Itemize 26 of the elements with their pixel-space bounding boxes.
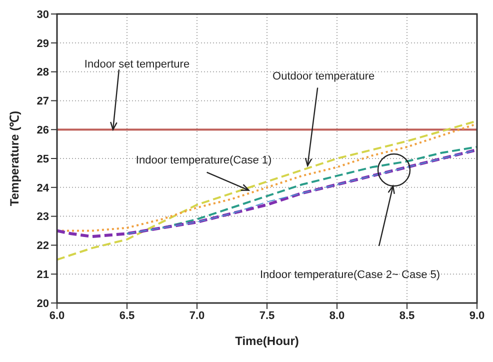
y-tick-label: 26 xyxy=(36,124,49,137)
x-tick-label: 6.5 xyxy=(119,310,135,322)
x-tick-label: 7.5 xyxy=(259,310,275,322)
annotation: Indoor temperature(Case 1) xyxy=(136,154,272,166)
y-tick-label: 21 xyxy=(36,269,49,282)
y-tick-label: 29 xyxy=(36,38,49,50)
line-series xyxy=(57,148,477,238)
x-tick-label: 6.0 xyxy=(49,310,65,322)
y-axis-title: Temperature (℃) xyxy=(7,110,22,206)
line-series xyxy=(57,120,477,261)
y-tick-label: 30 xyxy=(36,8,49,21)
annotation: Indoor temperature(Case 2~ Case 5) xyxy=(260,269,440,281)
y-tick-label: 27 xyxy=(36,96,49,108)
annotation: Outdoor temperature xyxy=(272,70,375,83)
x-axis-title: Time(Hour) xyxy=(235,334,299,348)
y-tick-label: 28 xyxy=(36,66,49,79)
x-tick-label: 8.0 xyxy=(329,310,345,322)
x-tick-label: 8.5 xyxy=(399,310,415,322)
y-tick-label: 22 xyxy=(36,240,49,252)
annotation: Indoor set temperture xyxy=(84,58,190,71)
x-tick-label: 9.0 xyxy=(469,310,485,322)
x-tick-label: 7.0 xyxy=(189,310,205,322)
y-tick-label: 20 xyxy=(36,298,49,310)
y-tick-label: 24 xyxy=(36,182,50,194)
y-tick-label: 23 xyxy=(36,211,49,224)
y-tick-label: 25 xyxy=(36,153,49,166)
